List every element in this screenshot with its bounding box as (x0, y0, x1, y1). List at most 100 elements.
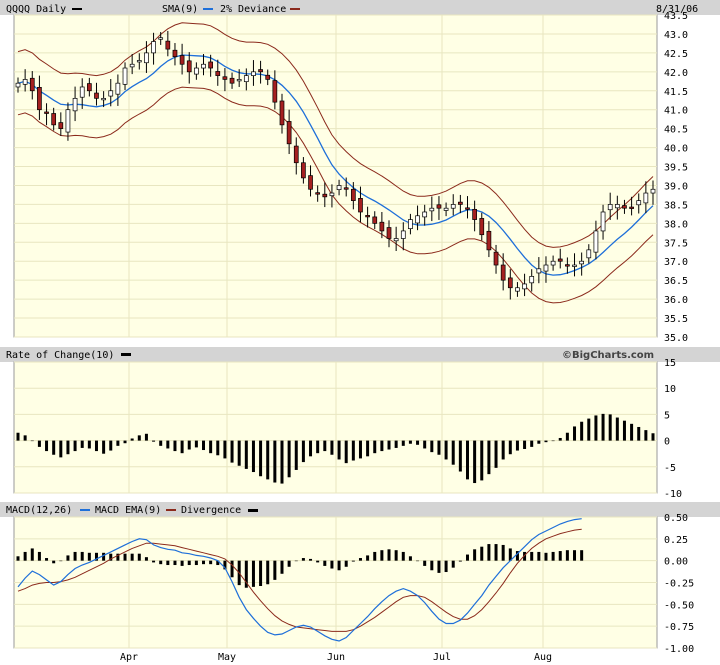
price-tick-label: 35.5 (664, 314, 688, 325)
roc-tick-label: 10 (664, 384, 676, 395)
divergence-bar (66, 555, 70, 561)
roc-bar (508, 440, 512, 455)
roc-tick-label: 15 (664, 358, 676, 369)
price-tick-label: 37.5 (664, 238, 688, 249)
candle-body (493, 251, 499, 266)
roc-bar (223, 440, 227, 459)
divergence-bar (130, 553, 134, 561)
divergence-bar (166, 560, 170, 566)
roc-bar (330, 440, 334, 455)
divergence-bar (251, 560, 255, 587)
candle-body (350, 188, 356, 201)
candle-body (458, 201, 463, 205)
divergence-bar (30, 548, 34, 561)
divergence-bar (423, 560, 427, 566)
macd-tick-label: -0.25 (664, 579, 694, 590)
divergence-bar (394, 550, 398, 561)
roc-bar (473, 440, 477, 484)
roc-bar (316, 440, 320, 454)
roc-bar (109, 440, 113, 451)
divergence-bar (401, 551, 405, 561)
price-tick-label: 36.0 (664, 295, 688, 306)
divergence-bar (323, 560, 327, 566)
price-bands (17, 22, 654, 304)
candle-body (543, 264, 549, 272)
roc-bar (123, 440, 127, 444)
candle-body (629, 206, 634, 209)
candle-body (408, 219, 413, 230)
candle-body (336, 185, 342, 190)
divergence-bar (487, 544, 491, 561)
candle-body (507, 277, 513, 289)
divergence-bar (266, 560, 270, 585)
candle-body (129, 63, 135, 68)
roc-bar (87, 440, 91, 449)
candle-body (86, 83, 92, 92)
roc-header-bar (0, 347, 720, 362)
divergence-bar (123, 553, 127, 561)
roc-bar (323, 440, 327, 452)
roc-bar (544, 440, 548, 443)
roc-bar (573, 426, 577, 441)
candle-body (201, 63, 206, 69)
roc-bar (565, 432, 569, 441)
price-tick-label: 41.5 (664, 87, 688, 98)
roc-bar (523, 440, 527, 449)
roc-bar (366, 440, 370, 457)
divergence-bar (144, 557, 148, 561)
roc-bar (301, 440, 305, 463)
roc-bar (394, 440, 398, 448)
deviance-legend-swatch (290, 8, 300, 10)
roc-bar (30, 440, 34, 442)
roc-bar (615, 417, 619, 441)
candle-body (22, 79, 28, 85)
roc-y-axis: 15 10 5 0 -5 -10 (664, 358, 682, 500)
divergence-bar (494, 544, 498, 561)
divergence-bar (430, 560, 434, 571)
price-tick-label: 36.5 (664, 276, 688, 287)
roc-bar (187, 440, 191, 450)
candle-body (636, 200, 642, 206)
roc-bar (622, 420, 626, 441)
candle-body (443, 207, 449, 211)
roc-bar (373, 440, 377, 454)
divergence-bar (537, 551, 541, 561)
candle-body (379, 221, 385, 232)
divergence-bar (416, 560, 420, 562)
divergence-bar (152, 560, 156, 563)
divergence-bar (458, 560, 462, 562)
candle-body (222, 76, 228, 80)
roc-bar (465, 440, 469, 480)
candle-body (365, 215, 370, 218)
roc-bar (401, 440, 405, 446)
divergence-bar (408, 556, 412, 561)
candle-body (44, 111, 49, 114)
roc-bar (45, 440, 49, 452)
candle-body (572, 264, 577, 267)
roc-bar (630, 423, 634, 441)
candle-body (165, 40, 171, 50)
roc-bar (259, 440, 263, 477)
month-label: Jun (327, 652, 345, 663)
candle-body (343, 187, 349, 190)
candle-body (500, 264, 506, 281)
candle-body (429, 207, 435, 212)
divergence-bar (451, 560, 455, 568)
roc-bar (209, 440, 213, 454)
divergence-bar (223, 560, 227, 570)
roc-tick-label: 0 (664, 437, 670, 448)
candle-body (65, 109, 71, 133)
brand-label: ©BigCharts.com (562, 350, 654, 361)
candle-body (450, 204, 456, 209)
roc-bar (594, 415, 598, 441)
price-tick-label: 42.5 (664, 49, 688, 60)
divergence-bar (480, 546, 484, 561)
candle-body (272, 80, 278, 103)
price-tick-label: 38.5 (664, 200, 688, 211)
divergence-bar (515, 551, 519, 561)
candle-body (29, 77, 35, 92)
roc-bar (480, 440, 484, 481)
price-candles (15, 30, 656, 300)
divergence-bar (301, 558, 305, 561)
divergence-bar (273, 560, 277, 580)
